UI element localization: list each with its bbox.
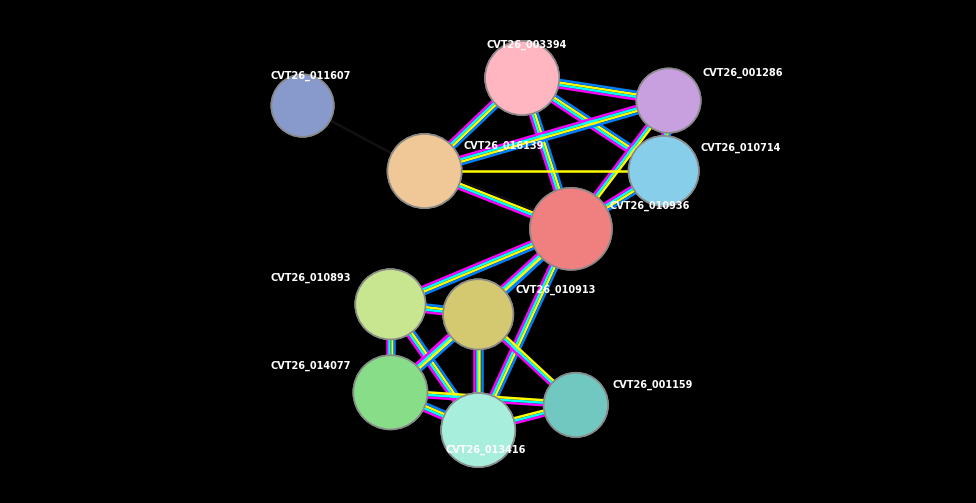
Text: CVT26_010936: CVT26_010936 xyxy=(610,201,690,211)
Ellipse shape xyxy=(353,355,427,430)
Text: CVT26_010913: CVT26_010913 xyxy=(515,285,595,295)
Text: CVT26_014077: CVT26_014077 xyxy=(271,361,351,371)
Ellipse shape xyxy=(636,68,701,133)
Ellipse shape xyxy=(485,41,559,115)
Text: CVT26_010714: CVT26_010714 xyxy=(701,143,781,153)
Text: CVT26_011607: CVT26_011607 xyxy=(270,71,350,81)
Ellipse shape xyxy=(441,393,515,467)
Text: CVT26_003394: CVT26_003394 xyxy=(487,40,567,50)
Ellipse shape xyxy=(271,74,334,137)
Text: CVT26_016139: CVT26_016139 xyxy=(464,141,544,151)
Text: CVT26_010893: CVT26_010893 xyxy=(271,273,351,283)
Ellipse shape xyxy=(355,269,426,340)
Text: CVT26_001286: CVT26_001286 xyxy=(703,68,783,78)
Text: CVT26_001159: CVT26_001159 xyxy=(613,380,693,390)
Ellipse shape xyxy=(530,188,612,270)
Ellipse shape xyxy=(629,136,699,206)
Ellipse shape xyxy=(544,373,608,437)
Ellipse shape xyxy=(387,134,462,208)
Ellipse shape xyxy=(443,279,513,350)
Text: CVT26_013416: CVT26_013416 xyxy=(446,445,526,455)
